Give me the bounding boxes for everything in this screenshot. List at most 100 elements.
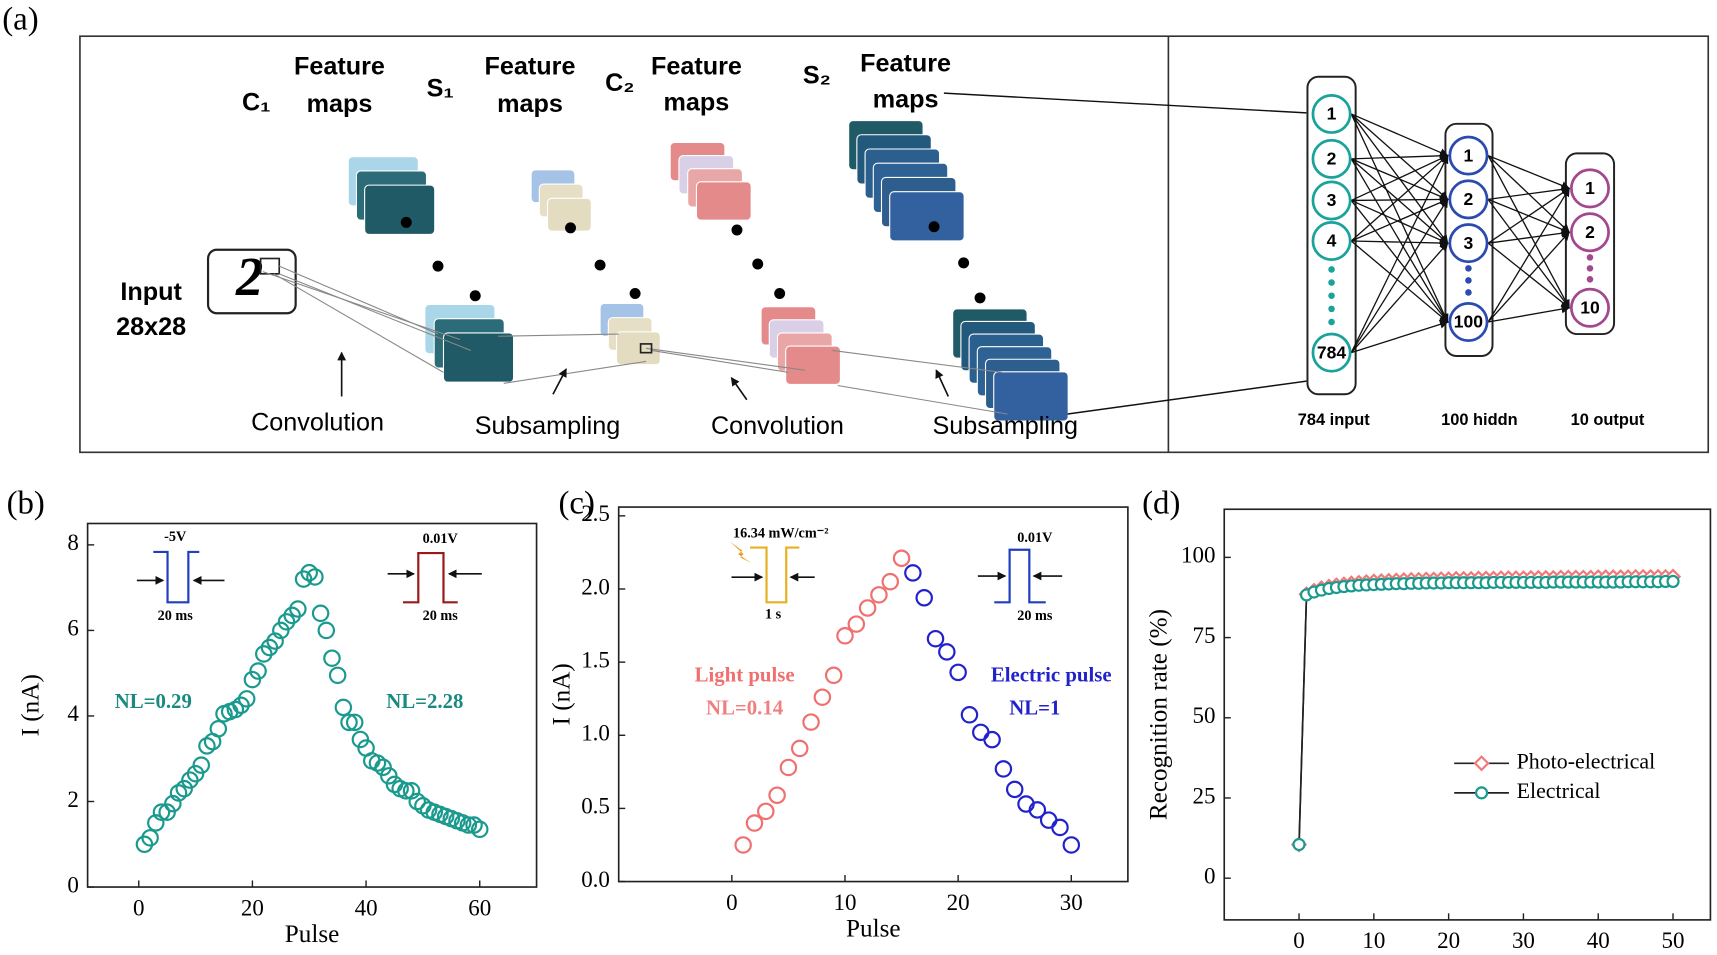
data-point <box>881 572 900 591</box>
ellipsis-dot <box>432 260 444 272</box>
annotation: -5V <box>164 529 187 545</box>
data-point <box>972 723 990 742</box>
weight-arrow <box>1487 242 1571 309</box>
data-line <box>1298 580 1674 845</box>
x-tick-label: 40 <box>355 895 378 920</box>
weight-arrow <box>1350 113 1449 324</box>
panel-label: (b) <box>7 486 45 522</box>
weight-arrow <box>1350 199 1449 245</box>
legend-label: Electrical <box>1517 778 1601 803</box>
data-point <box>1028 801 1047 819</box>
data-point <box>994 760 1013 778</box>
data-point <box>459 816 478 834</box>
data-point <box>858 599 877 617</box>
data-point <box>915 589 933 607</box>
light-arrow <box>729 541 752 563</box>
data-point <box>209 720 228 738</box>
data-point <box>1051 818 1069 837</box>
operation-label: Subsampling <box>932 412 1078 440</box>
data-point <box>870 586 888 604</box>
data-point <box>158 803 176 821</box>
link-line <box>943 92 1307 114</box>
ellipsis-dot <box>629 288 641 300</box>
feature-map <box>442 332 515 383</box>
annotation: NL=0.14 <box>706 696 784 719</box>
neuron <box>1569 168 1610 209</box>
data-point <box>311 604 330 623</box>
annotation: 1 s <box>765 607 782 623</box>
annotation: 20 ms <box>423 608 459 624</box>
stage-label: maps <box>307 90 373 118</box>
weight-arrow <box>1350 154 1449 202</box>
data-point <box>323 649 341 667</box>
panel-a-frame <box>79 35 1710 454</box>
data-point <box>1005 780 1024 799</box>
x-axis-label: Pulse <box>846 916 901 943</box>
y-tick-label: 1.0 <box>581 721 610 746</box>
projection-line <box>651 349 789 373</box>
feature-map <box>993 371 1069 422</box>
annotation: 0.01V <box>1017 530 1053 546</box>
pulse-shape <box>750 546 800 604</box>
y-tick-label: 75 <box>1192 623 1215 648</box>
annotation: 0.01V <box>423 531 459 547</box>
neuron-ellipsis <box>1328 266 1335 273</box>
data-point <box>938 643 956 661</box>
x-tick-label: 0 <box>1293 928 1305 953</box>
layer-label: 100 hiddn <box>1441 411 1518 429</box>
neuron <box>1311 332 1352 373</box>
ellipsis-dot <box>565 222 576 234</box>
operation-arrow <box>935 369 950 397</box>
y-tick-label: 25 <box>1192 783 1215 808</box>
weight-arrow <box>1350 154 1449 353</box>
y-tick-label: 0.0 <box>581 867 610 892</box>
data-point <box>345 713 364 732</box>
weight-arrow <box>1351 151 1449 161</box>
neuron-label: 1 <box>1464 145 1474 165</box>
x-axis-label: Training number <box>1383 954 1553 955</box>
weight-arrow <box>1488 228 1571 244</box>
neuron-label: 2 <box>1464 189 1474 209</box>
data-point <box>192 756 211 774</box>
data-point <box>745 814 764 832</box>
data-point <box>334 698 353 717</box>
data-point <box>768 786 786 805</box>
weight-arrow <box>1350 200 1449 323</box>
neuron-ellipsis <box>1465 265 1472 272</box>
x-axis-label: Pulse <box>285 921 340 948</box>
y-tick-label: 8 <box>67 530 79 555</box>
neuron <box>1448 223 1489 264</box>
y-tick-label: 0 <box>1204 863 1216 888</box>
y-tick-label: 2.0 <box>581 574 610 599</box>
data-point <box>983 730 1001 749</box>
plot-frame <box>1223 508 1712 921</box>
x-tick-label: 60 <box>468 895 491 920</box>
projection-line <box>279 273 472 351</box>
weight-arrow <box>1488 185 1571 201</box>
legend-marker <box>1474 786 1489 800</box>
data-point <box>272 621 290 640</box>
neuron-label: 3 <box>1327 190 1337 210</box>
layer-label: 784 input <box>1298 411 1371 429</box>
data-point <box>141 829 159 847</box>
weight-arrow <box>1487 187 1570 323</box>
legend-marker <box>1473 755 1490 772</box>
weight-arrow <box>1488 304 1571 323</box>
y-tick-label: 50 <box>1192 703 1215 728</box>
data-point <box>317 621 336 640</box>
plot-frame <box>617 506 1129 883</box>
ellipsis-dot <box>974 292 986 304</box>
stage-label: Feature <box>860 49 951 77</box>
data-point <box>757 802 775 821</box>
input-digit: 2 <box>235 246 263 307</box>
y-tick-label: 6 <box>67 616 79 641</box>
data-point <box>237 690 256 708</box>
input-label: Input <box>120 278 182 306</box>
stage-label: Feature <box>651 53 742 81</box>
neuron-label: 1 <box>1585 178 1595 198</box>
weight-arrow <box>1487 155 1570 309</box>
neuron-ellipsis <box>1328 318 1335 326</box>
neuron-label: 10 <box>1580 297 1600 317</box>
data-point <box>1666 574 1680 589</box>
